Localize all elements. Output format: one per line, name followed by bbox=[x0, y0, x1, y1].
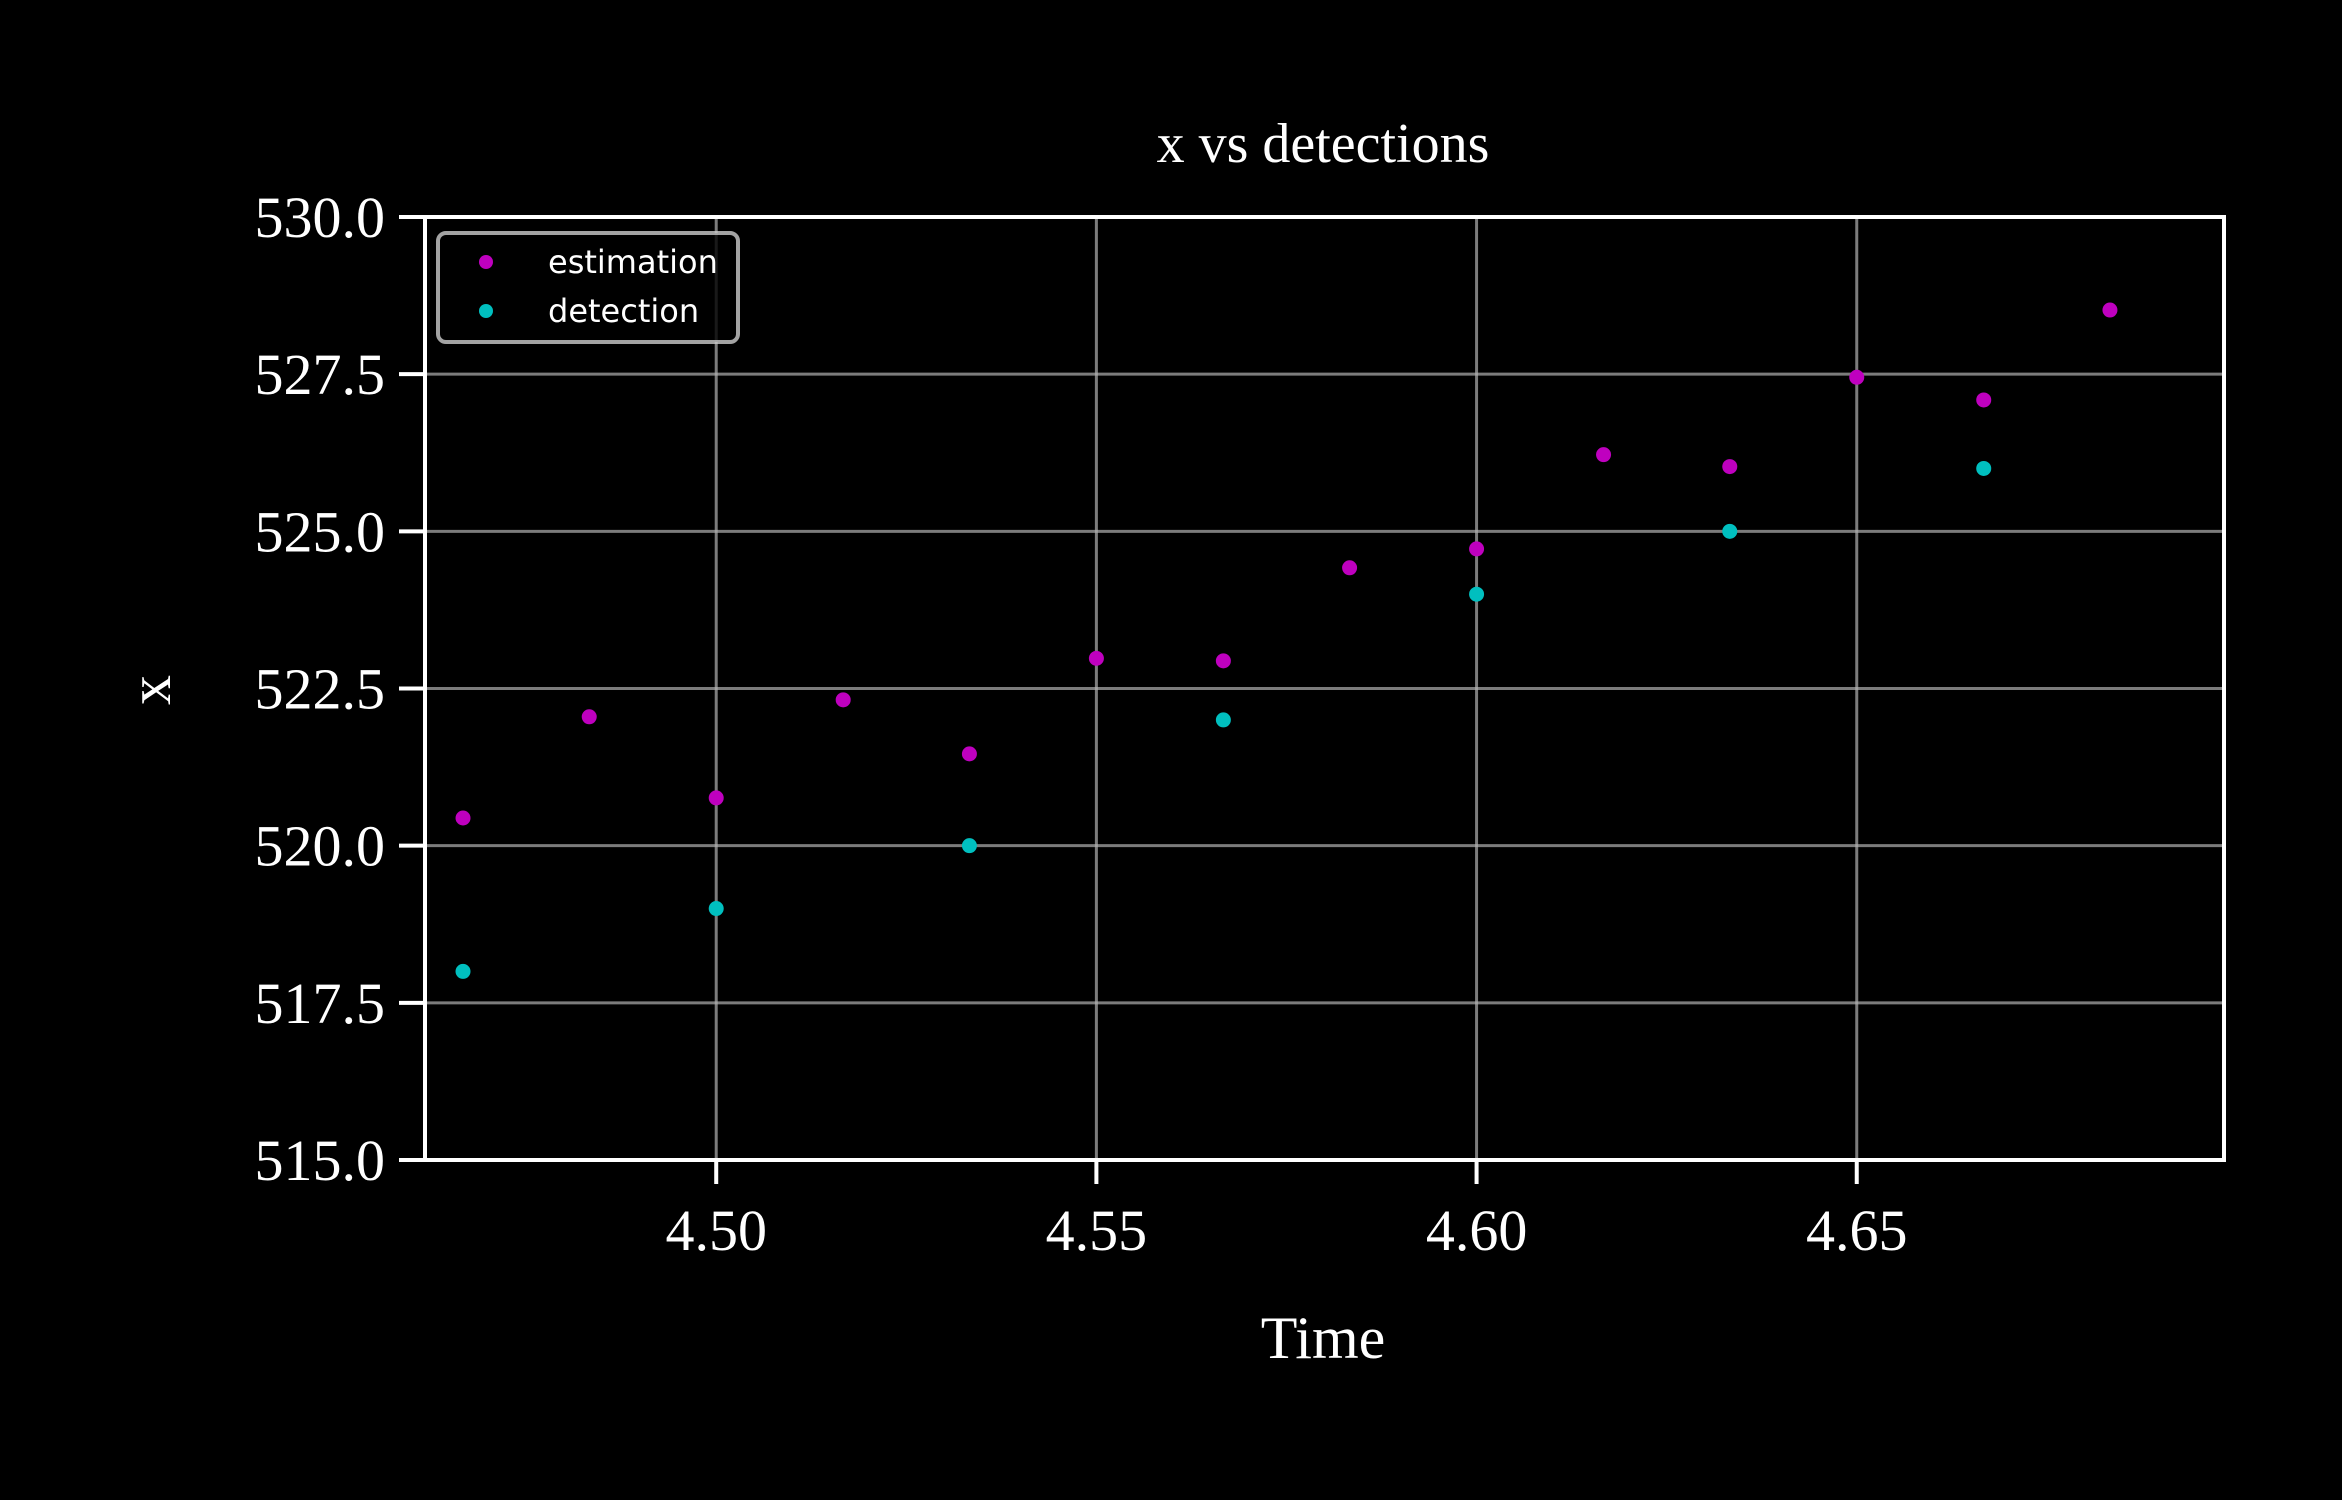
data-point-estimation bbox=[1469, 541, 1485, 557]
legend: estimation detection bbox=[436, 231, 740, 344]
y-tick-label: 520.0 bbox=[255, 814, 386, 879]
legend-label-detection: detection bbox=[548, 292, 699, 330]
y-tick-label: 527.5 bbox=[255, 342, 386, 407]
data-point-detection bbox=[455, 963, 471, 979]
data-point-detection bbox=[1976, 460, 1992, 476]
data-point-detection bbox=[961, 838, 977, 854]
chart-title: x vs detections bbox=[1157, 113, 1490, 175]
legend-marker-estimation bbox=[479, 255, 493, 269]
data-point-estimation bbox=[581, 709, 597, 725]
data-point-estimation bbox=[835, 692, 851, 708]
y-tick-label: 530.0 bbox=[255, 185, 386, 250]
x-tick-label: 4.50 bbox=[665, 1198, 767, 1263]
data-point-detection bbox=[708, 901, 724, 917]
data-point-estimation bbox=[1596, 447, 1612, 463]
data-point-estimation bbox=[1215, 653, 1231, 669]
data-point-detection bbox=[1215, 712, 1231, 728]
x-tick-label: 4.60 bbox=[1426, 1198, 1528, 1263]
y-tick-label: 525.0 bbox=[255, 499, 386, 564]
data-point-estimation bbox=[1088, 650, 1104, 666]
axis-ticks: 4.50 4.55 4.60 4.65 515.0 517.5 520.0 522.5 525.… bbox=[255, 185, 1908, 1263]
data-points bbox=[455, 302, 2118, 979]
data-point-detection bbox=[1469, 586, 1485, 602]
data-point-estimation bbox=[1849, 369, 1865, 385]
y-tick-label: 522.5 bbox=[255, 657, 386, 722]
legend-box bbox=[436, 231, 740, 344]
data-point-estimation bbox=[961, 746, 977, 762]
data-point-estimation bbox=[455, 810, 471, 826]
x-axis-label: Time bbox=[1261, 1305, 1386, 1371]
data-point-estimation bbox=[2102, 302, 2118, 318]
grid-lines bbox=[425, 217, 2224, 1160]
data-point-estimation bbox=[1976, 392, 1992, 408]
y-tick-label: 515.0 bbox=[255, 1128, 386, 1193]
x-tick-label: 4.65 bbox=[1806, 1198, 1908, 1263]
data-point-estimation bbox=[708, 790, 724, 806]
y-tick-label: 517.5 bbox=[255, 971, 386, 1036]
legend-label-estimation: estimation bbox=[548, 243, 718, 281]
y-axis-label: x bbox=[117, 675, 183, 705]
data-point-estimation bbox=[1722, 459, 1738, 475]
data-point-detection bbox=[1722, 523, 1738, 539]
legend-marker-detection bbox=[479, 304, 493, 318]
x-tick-label: 4.55 bbox=[1046, 1198, 1148, 1263]
data-point-estimation bbox=[1342, 560, 1358, 576]
